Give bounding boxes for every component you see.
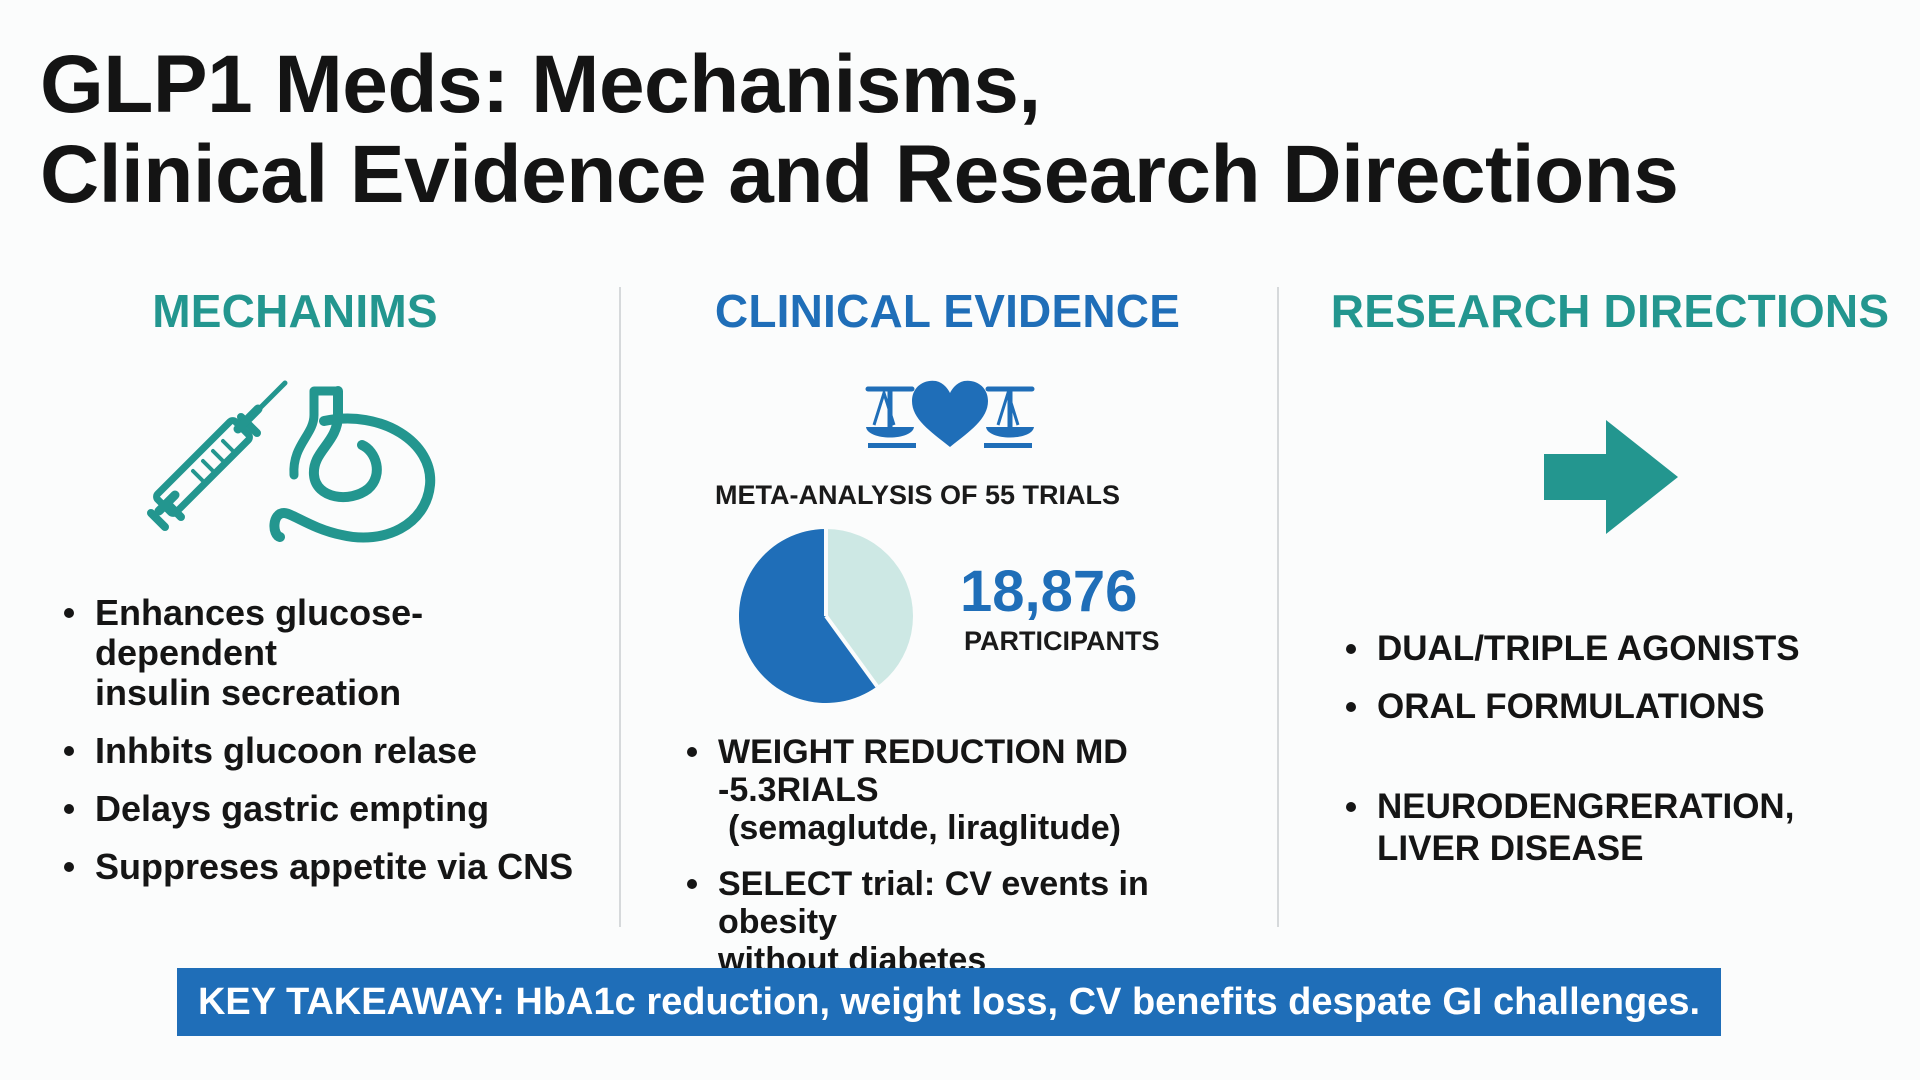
clinical-bullet-list: WEIGHT REDUCTION MD -5.3RIALS (semaglutd… — [684, 733, 1264, 997]
arrow-right-icon — [1544, 420, 1678, 534]
meta-analysis-label: META-ANALYSIS OF 55 TRIALS — [715, 480, 1121, 510]
list-item: Delays gastric empting — [61, 789, 601, 829]
list-item: Enhances glucose-dependent insulin secre… — [61, 593, 601, 713]
list-item: NEURODENGRERATION, LIVER DISEASE — [1343, 786, 1903, 870]
column-divider-left — [619, 287, 621, 927]
clinical-evidence-heading: CLINICAL EVIDENCE — [714, 285, 1181, 337]
title-line-1: GLP1 Meds: Mechanisms, — [40, 39, 1041, 130]
list-item: WEIGHT REDUCTION MD -5.3RIALS (semaglutd… — [684, 733, 1264, 847]
participants-label: PARTICIPANTS — [964, 626, 1160, 656]
research-bullet-list: DUAL/TRIPLE AGONISTS ORAL FORMULATIONS N… — [1343, 628, 1903, 870]
key-takeaway-banner: KEY TAKEAWAY: HbA1c reduction, weight lo… — [177, 968, 1721, 1036]
stomach-icon — [269, 386, 436, 543]
list-item: ORAL FORMULATIONS — [1343, 686, 1903, 728]
title-line-2: Clinical Evidence and Research Direction… — [40, 129, 1679, 220]
list-item: SELECT trial: CV events in obesity witho… — [684, 865, 1264, 979]
participants-pie-chart — [738, 528, 913, 703]
syringe-icon — [147, 380, 288, 531]
list-item: DUAL/TRIPLE AGONISTS — [1343, 628, 1903, 670]
mechanisms-bullet-list: Enhances glucose-dependent insulin secre… — [61, 593, 601, 905]
list-item: Suppreses appetite via CNS — [61, 847, 601, 887]
mechanisms-heading: MECHANIMS — [152, 285, 438, 337]
page-title: GLP1 Meds: Mechanisms, Clinical Evidence… — [40, 40, 1840, 220]
scales-heart-icon — [865, 380, 1035, 448]
pie-slice-primary — [738, 529, 878, 703]
column-divider-right — [1277, 287, 1279, 927]
research-directions-heading: RESEARCH DIRECTIONS — [1330, 285, 1890, 337]
participants-count: 18,876 — [960, 559, 1138, 624]
list-item: Inhbits glucoon relase — [61, 731, 601, 771]
